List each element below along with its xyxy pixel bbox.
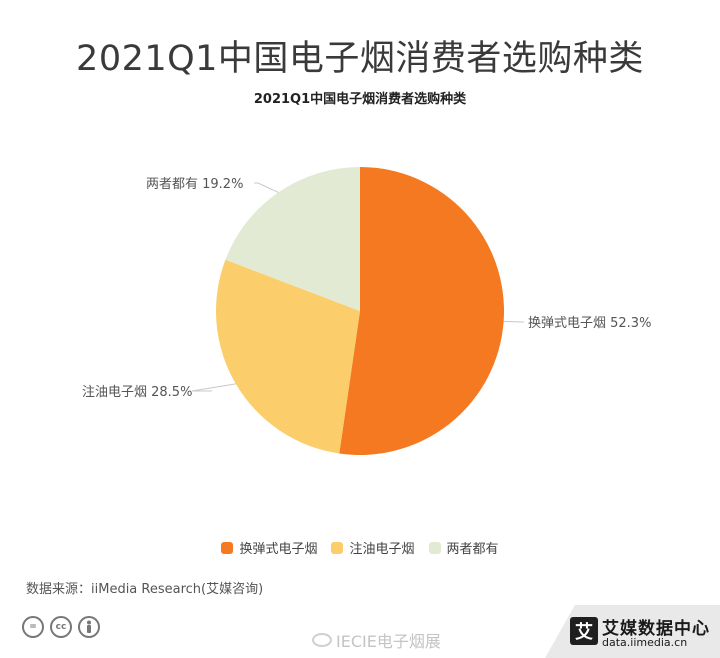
brand-name: 艾媒数据中心	[602, 619, 710, 639]
legend-swatch-0	[221, 541, 234, 554]
pie-slice-2[interactable]	[225, 167, 360, 311]
brand-url: data.iimedia.cn	[602, 636, 688, 649]
equals-icon: =	[22, 616, 44, 638]
chart-title: 2021Q1中国电子烟消费者选购种类	[253, 92, 467, 107]
legend-label-0: 换弹式电子烟	[239, 542, 318, 557]
pie-slice-0[interactable]	[339, 167, 504, 455]
legend-swatch-2	[428, 541, 441, 554]
legend-item-1[interactable]: 注油电子烟	[331, 538, 415, 557]
page-title: 2021Q1中国电子烟消费者选购种类	[76, 39, 644, 79]
legend-label-2: 两者都有	[446, 542, 499, 557]
chart-legend: 换弹式电子烟 注油电子烟 两者都有	[0, 538, 720, 557]
legend-item-2[interactable]: 两者都有	[428, 538, 499, 557]
watermark: IECIE电子烟展	[312, 628, 441, 652]
leader-line-2	[254, 182, 279, 193]
person-icon	[78, 616, 100, 638]
slice-label-2: 两者都有 19.2%	[146, 177, 243, 192]
slice-label-1: 注油电子烟 28.5%	[82, 385, 192, 400]
watermark-text: IECIE电子烟展	[336, 632, 441, 651]
cc-icon: cc	[50, 616, 72, 638]
legend-label-1: 注油电子烟	[349, 542, 415, 557]
data-source: 数据来源：iiMedia Research(艾媒咨询)	[26, 582, 264, 597]
leader-line-1	[191, 383, 236, 392]
weibo-icon	[312, 633, 332, 647]
pie-chart: 换弹式电子烟 52.3% 注油电子烟 28.5% 两者都有 19.2%	[82, 167, 651, 455]
pie-slice-1[interactable]	[215, 259, 360, 454]
legend-swatch-1	[331, 541, 344, 554]
leader-line-0	[503, 320, 524, 323]
slice-label-0: 换弹式电子烟 52.3%	[528, 316, 651, 331]
brand-logo: 艾	[570, 617, 598, 645]
license-icons: = cc	[22, 616, 100, 638]
legend-item-0[interactable]: 换弹式电子烟	[221, 538, 317, 557]
